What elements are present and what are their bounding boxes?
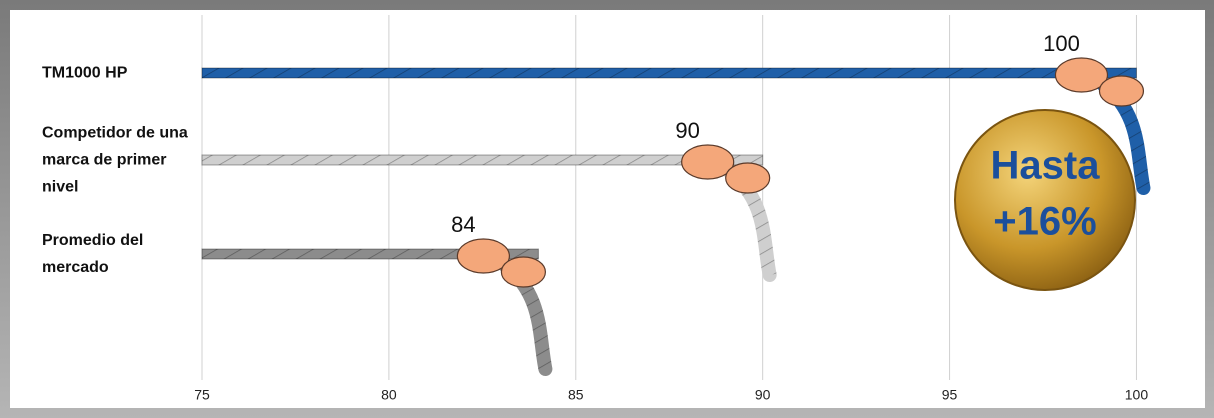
hand bbox=[681, 144, 735, 180]
hand bbox=[1054, 57, 1109, 93]
x-tick-label: 85 bbox=[568, 387, 584, 403]
hand bbox=[500, 256, 547, 288]
category-label: Promedio del mercado bbox=[42, 232, 144, 276]
rope-texture bbox=[202, 68, 1137, 78]
x-tick-label: 95 bbox=[942, 387, 958, 403]
category-label: Competidor de una marca de primer nivel bbox=[42, 124, 188, 196]
hand bbox=[456, 238, 511, 274]
x-tick-label: 80 bbox=[381, 387, 397, 403]
hand bbox=[1098, 75, 1145, 107]
hand bbox=[725, 162, 771, 194]
x-tick-label: 75 bbox=[194, 387, 210, 403]
value-label: 84 bbox=[451, 212, 475, 237]
x-tick-label: 100 bbox=[1125, 387, 1149, 403]
annotation: +16% bbox=[993, 200, 1096, 244]
badge bbox=[954, 109, 1136, 291]
rope-texture bbox=[202, 249, 539, 259]
category-label: TM1000 HP bbox=[42, 64, 128, 82]
x-tick-label: 90 bbox=[755, 387, 771, 403]
annotation: Hasta bbox=[991, 144, 1101, 188]
value-label: 100 bbox=[1043, 31, 1080, 56]
rope-texture bbox=[202, 155, 763, 165]
value-label: 90 bbox=[675, 118, 699, 143]
